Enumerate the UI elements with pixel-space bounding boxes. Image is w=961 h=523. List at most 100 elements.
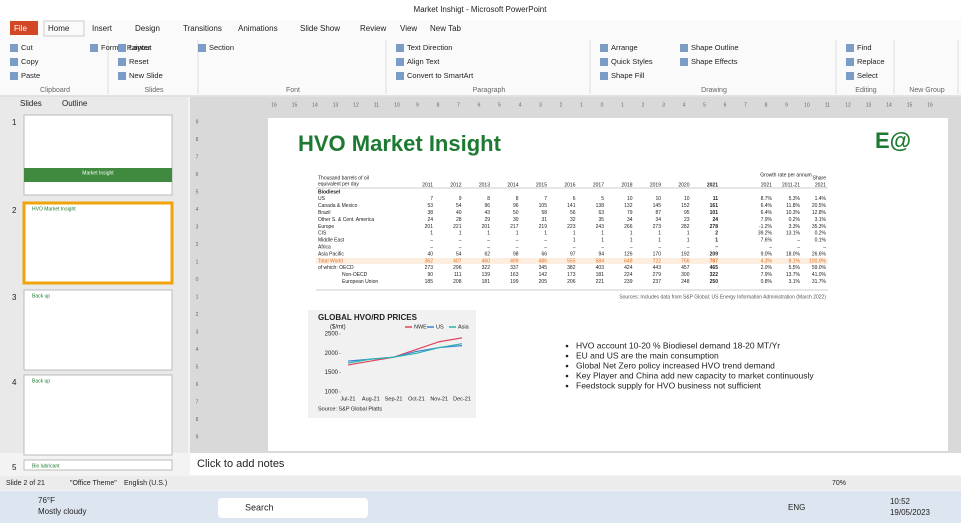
ribbon-button[interactable]: Shape Effects [691, 57, 738, 66]
ribbon-button[interactable]: Convert to SmartArt [407, 71, 474, 80]
y-tick-label: 1000 [325, 390, 339, 396]
ribbon-button[interactable]: Select [857, 71, 879, 80]
group-label: Clipboard [40, 87, 70, 94]
ribbon-tab[interactable]: Animations [238, 24, 278, 33]
ribbon-tab[interactable]: Transitions [183, 24, 222, 33]
search-text[interactable]: Search [245, 502, 274, 512]
ribbon-icon [90, 44, 98, 52]
ribbon-button[interactable]: Section [209, 43, 234, 52]
table-cell: 24 [712, 217, 718, 223]
table-cell: 13.7% [786, 272, 801, 278]
table-cell: 2.0% [761, 265, 773, 271]
search-box[interactable] [218, 498, 368, 518]
table-cell: 8.7% [761, 196, 773, 202]
slide-thumbnail[interactable] [24, 115, 172, 195]
ribbon-button[interactable]: Replace [857, 57, 885, 66]
table-cell: 170 [653, 251, 662, 257]
table-cell: 201 [482, 224, 491, 230]
table-cell: 26.6% [812, 251, 827, 257]
bullet-text: Key Player and China add new capacity to… [576, 370, 814, 380]
ruler-label: 8 [196, 417, 199, 423]
panel-tab[interactable]: Outline [62, 99, 88, 108]
table-cell: 18.0% [786, 251, 801, 257]
status-zoom[interactable]: 70% [832, 480, 846, 487]
clock-time[interactable]: 10:52 [890, 497, 911, 506]
slide-thumbnail[interactable] [24, 375, 172, 455]
ribbon-tab[interactable]: Home [48, 24, 70, 33]
ribbon-tab[interactable]: Insert [92, 24, 113, 33]
table-row-label: US [318, 196, 326, 202]
table-cell: 250 [710, 279, 719, 285]
ruler-label: 4 [196, 347, 199, 353]
table-cell: 90 [427, 272, 433, 278]
ribbon-button[interactable]: Paste [21, 71, 40, 80]
table-cell: 206 [567, 279, 576, 285]
table-cell: – [459, 238, 462, 244]
ribbon-button[interactable]: Cut [21, 43, 34, 52]
panel-tab[interactable]: Slides [20, 99, 42, 108]
table-column: 2012 [450, 182, 461, 188]
ribbon-button[interactable]: Quick Styles [611, 57, 653, 66]
ribbon-button[interactable]: Reset [129, 57, 150, 66]
table-cell: 0.2% [815, 231, 827, 237]
y-tick-label: 2000 [325, 351, 339, 357]
ribbon-button[interactable]: Shape Fill [611, 71, 645, 80]
lang[interactable]: ENG [788, 503, 805, 512]
ribbon-icon [198, 44, 206, 52]
legend-label: US [436, 324, 444, 330]
ribbon-tab[interactable]: New Tab [430, 24, 462, 33]
table-cell: 10 [684, 196, 690, 202]
table-row-label: Canada & Mexico [318, 203, 358, 209]
ribbon-tab[interactable]: Review [360, 24, 386, 33]
ribbon-icon [118, 72, 126, 80]
table-cell: 1 [630, 238, 633, 244]
table-cell: 40 [456, 210, 462, 216]
ribbon-button[interactable]: Align Text [407, 57, 440, 66]
bullet-text: Feedstock supply for HVO business not su… [576, 380, 762, 390]
notes-placeholder[interactable]: Click to add notes [197, 458, 285, 470]
notes-pane [190, 453, 961, 475]
table-cell: 173 [567, 272, 576, 278]
ribbon-tab[interactable]: View [400, 24, 417, 33]
ribbon-button[interactable]: New Slide [129, 71, 163, 80]
ribbon-tab[interactable]: File [14, 24, 27, 33]
table-cell: 1 [601, 231, 604, 237]
ribbon-button[interactable]: Layout [129, 43, 152, 52]
status-language[interactable]: English (U.S.) [124, 480, 167, 487]
table-cell: 141 [567, 203, 576, 209]
table-cell: 5.3% [789, 196, 801, 202]
table-cell: 1 [573, 231, 576, 237]
clock-date[interactable]: 19/05/2023 [890, 508, 931, 517]
table-cell: 24 [427, 217, 433, 223]
ribbon-button[interactable]: Arrange [611, 43, 638, 52]
table-column: 2013 [479, 182, 490, 188]
table-cell: 205 [539, 279, 548, 285]
ruler-label: 2 [196, 312, 199, 318]
table-growth-header: Growth rate per annum [760, 172, 811, 178]
ribbon-button[interactable]: Copy [21, 57, 39, 66]
table-cell: 8.1% [789, 258, 801, 264]
ribbon-tab[interactable]: Slide Show [300, 24, 340, 33]
slide-thumbnail[interactable] [24, 290, 172, 370]
ribbon-button[interactable]: Find [857, 43, 872, 52]
bullet-text: EU and US are the main consumption [576, 350, 719, 360]
table-cell: 199 [510, 279, 519, 285]
y-tick-label: 2500 [325, 332, 339, 338]
table-cell: 787 [710, 258, 719, 264]
table-cell: 443 [653, 265, 662, 271]
table-cell: 63 [598, 210, 604, 216]
table-cell: 1 [487, 231, 490, 237]
ribbon-button[interactable]: Shape Outline [691, 43, 739, 52]
table-cell: 1 [430, 231, 433, 237]
table-column: 2017 [593, 182, 604, 188]
table-cell: – [430, 238, 433, 244]
ruler-label: 6 [196, 382, 199, 388]
table-row-label: CIS [318, 231, 327, 237]
ribbon-tab[interactable]: Design [135, 24, 160, 33]
table-cell: 223 [567, 224, 576, 230]
slide-thumbnail[interactable] [24, 203, 172, 283]
bullet-text: HVO account 10-20 % Biodiesel demand 18-… [576, 340, 780, 350]
ribbon-button[interactable]: Text Direction [407, 43, 452, 52]
table-row-label: Biodiesel [318, 189, 341, 195]
table-cell: 35 [598, 217, 604, 223]
